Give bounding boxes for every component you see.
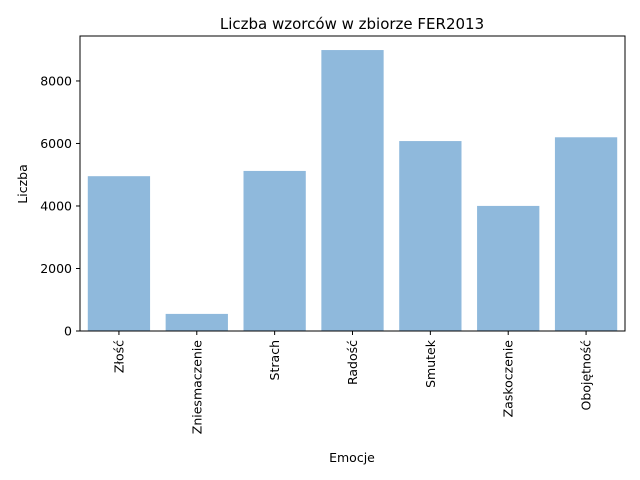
x-tick-label-6: Obojętność: [579, 340, 594, 411]
bar-1: [165, 313, 228, 331]
bar-6: [554, 137, 618, 331]
x-tick-label-4: Smutek: [423, 339, 438, 388]
x-tick-label-1: Zniesmaczenie: [189, 340, 204, 435]
bar-3: [321, 50, 384, 332]
y-tick-label-0: 0: [64, 324, 72, 339]
y-tick-label-3: 6000: [40, 136, 72, 151]
x-tick-label-3: Radość: [345, 340, 360, 385]
x-tick-label-2: Strach: [267, 340, 282, 380]
x-axis: Złość Zniesmaczenie Strach Radość Smutek Zask…: [111, 331, 594, 435]
y-tick-label-1: 2000: [40, 261, 72, 276]
bar-5: [477, 205, 540, 331]
y-tick-label-4: 8000: [40, 73, 72, 88]
x-tick-label-5: Zaskoczenie: [501, 340, 516, 418]
bar-2: [243, 170, 306, 331]
bar-4: [399, 141, 462, 331]
bars-group: [87, 50, 618, 332]
x-axis-title: Emocje: [329, 450, 375, 465]
x-tick-label-0: Złość: [111, 340, 126, 373]
y-tick-label-2: 4000: [40, 198, 72, 213]
bar-0: [87, 176, 151, 331]
y-axis: 0 2000 4000 6000 8000: [40, 73, 80, 339]
y-axis-title: Liczba: [15, 164, 30, 203]
chart-title: Liczba wzorców w zbiorze FER2013: [220, 15, 484, 33]
